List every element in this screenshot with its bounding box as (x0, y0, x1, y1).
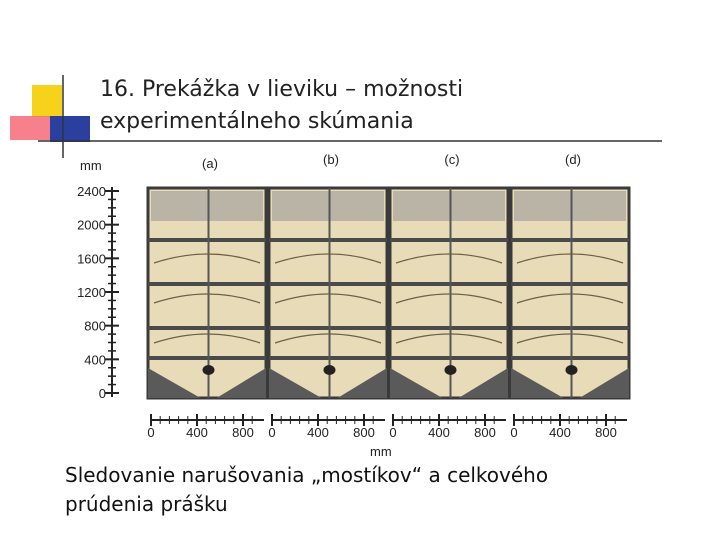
x-tick-label: 800 (232, 425, 254, 440)
deco-blue (50, 116, 90, 142)
layer-line (395, 253, 503, 264)
caption-line: Sledovanie narušovania „mostíkov“ a celk… (65, 463, 548, 487)
deco-yellow (32, 85, 62, 117)
layer-line (516, 253, 624, 264)
layer-line (274, 293, 382, 304)
x-tick-label: 0 (268, 425, 275, 440)
panel-label: (d) (565, 152, 581, 167)
x-tick-label: 400 (428, 425, 450, 440)
photo (509, 186, 631, 400)
x-unit: mm (370, 444, 392, 459)
y-tick-label: 800 (84, 319, 106, 334)
title-line: 16. Prekážka v lieviku – možnosti (100, 77, 463, 102)
x-tick-label: 800 (595, 425, 617, 440)
y-tick-label: 2400 (77, 184, 106, 199)
layer-line (274, 333, 382, 344)
obstacle (202, 365, 215, 375)
layer-line (395, 333, 503, 344)
obstacle (323, 365, 336, 375)
photo-top (514, 191, 626, 221)
panel-label: (b) (323, 152, 339, 167)
hopper (390, 368, 508, 398)
deco-red (10, 116, 56, 140)
layer-line (516, 293, 624, 304)
layer-line (395, 293, 503, 304)
caption-line: prúdenia prášku (65, 492, 228, 516)
photo-top (393, 191, 505, 221)
x-tick-label: 400 (307, 425, 329, 440)
photo (388, 186, 510, 400)
x-tick-label: 0 (510, 425, 517, 440)
obstacle (565, 365, 578, 375)
x-tick-label: 0 (147, 425, 154, 440)
hopper (148, 368, 266, 398)
y-tick-label: 1600 (77, 251, 106, 266)
layer-line (516, 333, 624, 344)
x-tick-label: 800 (474, 425, 496, 440)
x-tick-label: 400 (186, 425, 208, 440)
layer-line (153, 333, 261, 344)
photo (267, 186, 389, 400)
y-tick-label: 0 (99, 386, 106, 401)
x-tick-label: 0 (389, 425, 396, 440)
layer-line (153, 253, 261, 264)
title-line: experimentálneho skúmania (100, 109, 414, 134)
y-tick-label: 1200 (77, 285, 106, 300)
layer-line (153, 293, 261, 304)
photo (146, 186, 268, 400)
photo-top (151, 191, 263, 221)
photo-top (272, 191, 384, 221)
layer-line (274, 253, 382, 264)
panel-label: (a) (202, 156, 218, 171)
hopper (511, 368, 629, 398)
x-tick-label: 800 (353, 425, 375, 440)
y-unit: mm (80, 158, 102, 173)
hopper (269, 368, 387, 398)
x-tick-label: 400 (549, 425, 571, 440)
panel-label: (c) (444, 152, 459, 167)
y-tick-label: 2000 (77, 218, 106, 233)
y-tick-label: 400 (84, 352, 106, 367)
obstacle (444, 365, 457, 375)
